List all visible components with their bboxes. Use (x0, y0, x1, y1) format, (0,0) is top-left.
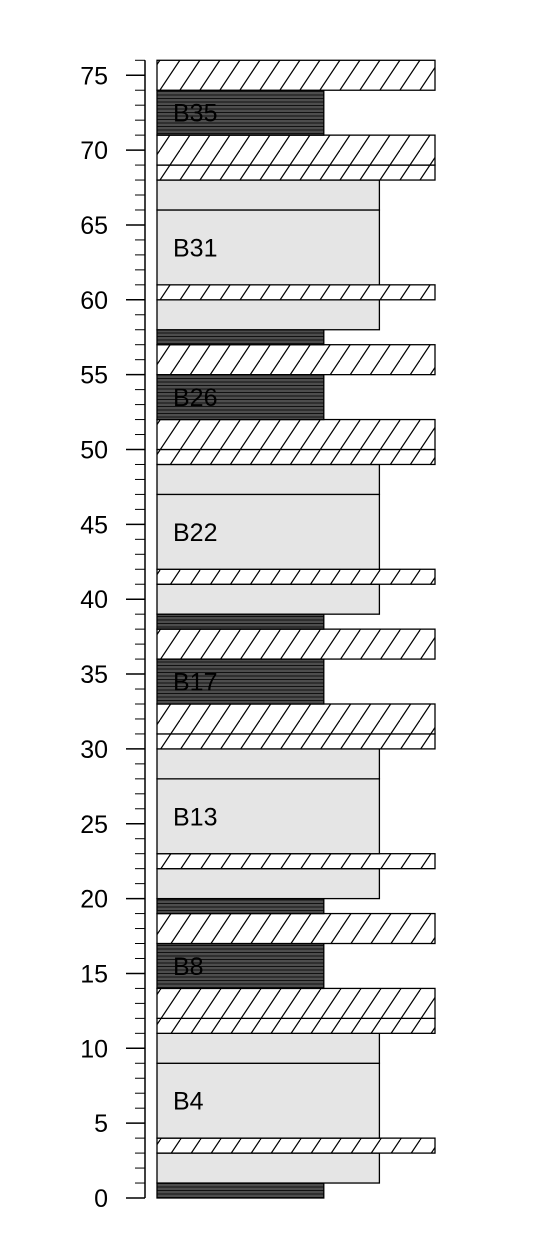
bed-light-21 (156, 493, 381, 570)
bed-dark-34 (156, 89, 325, 136)
bed-light-28 (156, 299, 381, 331)
tick-label: 5 (94, 1110, 108, 1138)
bed-light-10 (156, 868, 381, 900)
bed-hatched-6 (156, 987, 436, 1020)
bed-light-31 (156, 179, 381, 211)
tick-label: 30 (80, 736, 108, 764)
bed-hatched-15 (156, 703, 436, 735)
bed-hatched-35 (156, 59, 436, 91)
tick-label: 65 (80, 212, 108, 240)
bed-hatched-8 (156, 912, 436, 945)
bed-hatched-2 (156, 1137, 436, 1154)
bed-hatched-5 (156, 1017, 436, 1034)
bed-dark-25 (156, 373, 325, 421)
tick-label: 55 (80, 362, 108, 390)
bed-light-4 (156, 1032, 381, 1064)
tick-label: 60 (80, 287, 108, 315)
bed-hatched-24 (156, 418, 436, 451)
bed-label-b17: B17 (173, 669, 217, 697)
tick-label: 70 (80, 137, 108, 165)
bed-hatched-26 (156, 344, 436, 376)
bed-light-12 (156, 778, 381, 855)
bed-light-22 (156, 463, 381, 496)
bed-light-19 (156, 583, 381, 615)
bed-hatched-17 (156, 628, 436, 660)
bed-hatched-33 (156, 134, 436, 166)
bed-light-3 (156, 1062, 381, 1139)
bed-hatched-14 (156, 733, 436, 750)
bed-dark-9 (156, 897, 325, 915)
bed-hatched-32 (156, 164, 436, 181)
bed-label-b8: B8 (173, 953, 204, 981)
bed-column (156, 59, 436, 1199)
tick-label: 10 (80, 1035, 108, 1063)
bed-label-b4: B4 (173, 1088, 204, 1116)
tick-label: 75 (80, 62, 108, 90)
bed-hatched-23 (156, 448, 436, 466)
tick-label: 20 (80, 886, 108, 914)
tick-label: 40 (80, 586, 108, 614)
bed-label-b35: B35 (173, 100, 217, 128)
bed-dark-18 (156, 613, 325, 630)
tick-label: 15 (80, 960, 108, 988)
bed-dark-0 (156, 1182, 325, 1199)
tick-label: 50 (80, 437, 108, 465)
tick-label: 0 (94, 1185, 108, 1213)
bed-dark-27 (156, 329, 325, 346)
bed-hatched-11 (156, 853, 436, 870)
bed-label-b26: B26 (173, 384, 217, 412)
bed-dark-7 (156, 942, 325, 990)
bed-label-b22: B22 (173, 519, 217, 547)
tick-label: 45 (80, 511, 108, 539)
depth-axis: 0 5 10 15 20 25 30 35 40 45 50 55 60 65 70 75 (80, 59, 146, 1213)
bed-light-30 (156, 209, 381, 286)
bed-light-13 (156, 748, 381, 780)
bed-labels: B4 B8 B13 B17 B22 B26 B31 B35 (173, 100, 217, 1116)
bed-hatched-29 (156, 284, 436, 301)
bed-label-b31: B31 (173, 234, 217, 262)
bed-light-1 (156, 1152, 381, 1184)
bed-label-b13: B13 (173, 803, 217, 831)
bed-hatched-20 (156, 568, 436, 585)
tick-label: 35 (80, 661, 108, 689)
tick-label: 25 (80, 811, 108, 839)
